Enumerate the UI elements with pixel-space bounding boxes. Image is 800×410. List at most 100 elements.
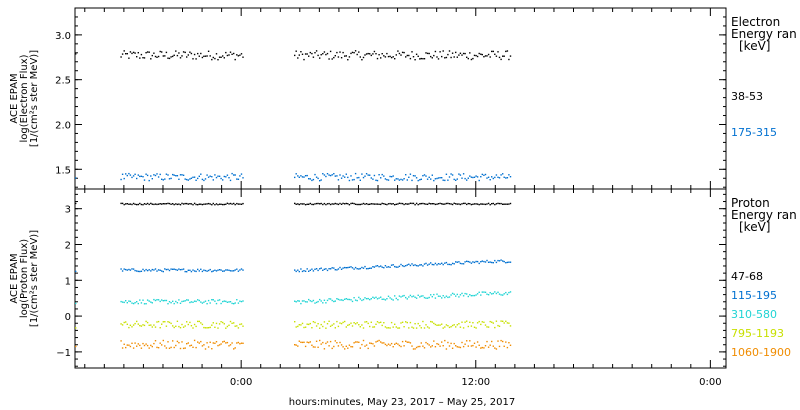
data-point bbox=[405, 321, 407, 323]
data-point bbox=[455, 203, 457, 205]
data-point bbox=[190, 270, 193, 273]
data-point bbox=[481, 203, 483, 205]
data-point bbox=[181, 268, 183, 271]
data-point bbox=[242, 342, 244, 344]
data-point bbox=[325, 268, 327, 270]
data-point bbox=[145, 268, 147, 271]
data-point bbox=[198, 55, 200, 57]
data-point bbox=[228, 269, 230, 271]
data-point bbox=[211, 176, 213, 178]
data-point bbox=[203, 203, 205, 205]
data-point bbox=[215, 203, 218, 205]
data-point bbox=[420, 327, 422, 329]
data-point bbox=[181, 341, 183, 343]
data-point bbox=[436, 293, 438, 295]
data-point bbox=[406, 341, 408, 343]
data-point bbox=[132, 175, 135, 177]
data-point bbox=[433, 203, 435, 205]
data-point bbox=[369, 325, 371, 328]
data-point bbox=[325, 342, 327, 345]
data-point bbox=[372, 296, 374, 298]
data-point bbox=[344, 298, 346, 300]
data-point bbox=[437, 203, 440, 205]
data-point bbox=[483, 260, 485, 263]
data-point bbox=[376, 321, 379, 323]
data-point bbox=[415, 177, 418, 179]
data-point bbox=[207, 269, 210, 272]
data-point bbox=[186, 202, 188, 205]
data-point bbox=[203, 269, 205, 271]
data-point bbox=[223, 300, 225, 302]
data-point bbox=[375, 179, 377, 181]
data-point bbox=[450, 173, 452, 175]
data-point bbox=[384, 56, 387, 58]
data-point bbox=[233, 348, 235, 350]
data-point bbox=[506, 203, 509, 205]
data-point bbox=[361, 203, 363, 205]
data-point bbox=[450, 203, 452, 205]
data-point bbox=[369, 53, 371, 55]
data-point bbox=[192, 346, 194, 348]
data-point bbox=[458, 173, 460, 175]
data-point bbox=[478, 262, 480, 265]
data-point bbox=[462, 327, 465, 329]
data-point bbox=[182, 326, 185, 328]
data-point bbox=[348, 204, 351, 206]
data-point bbox=[240, 342, 243, 344]
data-point bbox=[451, 324, 454, 327]
data-point bbox=[462, 52, 465, 55]
data-point bbox=[380, 341, 382, 343]
data-point bbox=[206, 303, 208, 305]
data-point bbox=[322, 203, 324, 206]
data-point bbox=[455, 345, 457, 347]
data-point bbox=[240, 300, 243, 303]
data-point bbox=[187, 203, 189, 205]
data-point bbox=[315, 50, 318, 52]
data-point bbox=[340, 268, 343, 270]
data-point bbox=[394, 179, 396, 181]
data-point bbox=[354, 323, 357, 325]
data-point bbox=[409, 202, 412, 204]
data-point bbox=[215, 341, 218, 343]
data-point bbox=[193, 339, 196, 342]
data-point bbox=[364, 203, 366, 205]
data-point bbox=[487, 176, 490, 178]
data-point bbox=[359, 298, 361, 300]
data-point bbox=[234, 58, 236, 61]
data-point bbox=[425, 52, 427, 54]
data-point bbox=[503, 293, 505, 295]
data-point bbox=[378, 203, 380, 205]
data-point bbox=[239, 203, 241, 205]
data-point bbox=[462, 173, 465, 175]
data-point bbox=[497, 51, 499, 53]
data-point bbox=[154, 55, 157, 58]
data-point bbox=[365, 344, 368, 346]
data-point bbox=[139, 270, 141, 273]
data-point bbox=[344, 176, 346, 178]
data-point bbox=[433, 179, 435, 182]
data-point bbox=[372, 178, 374, 180]
data-point bbox=[442, 50, 444, 52]
data-point bbox=[233, 174, 235, 176]
data-point bbox=[469, 203, 471, 205]
data-point bbox=[472, 57, 474, 60]
data-point bbox=[153, 324, 155, 326]
data-point bbox=[165, 51, 168, 54]
data-point bbox=[502, 294, 504, 296]
data-point bbox=[120, 56, 122, 58]
data-point bbox=[350, 299, 352, 301]
data-point bbox=[333, 345, 335, 348]
data-point bbox=[212, 322, 214, 324]
data-point bbox=[192, 301, 194, 303]
data-point bbox=[220, 269, 222, 271]
data-point bbox=[142, 299, 144, 301]
data-point bbox=[340, 57, 343, 59]
data-point bbox=[220, 177, 222, 180]
data-point bbox=[121, 53, 124, 55]
data-point bbox=[354, 50, 357, 52]
data-point bbox=[486, 259, 488, 262]
data-point bbox=[143, 203, 146, 205]
data-point bbox=[386, 203, 388, 206]
data-point bbox=[398, 327, 401, 329]
data-point bbox=[425, 175, 427, 177]
